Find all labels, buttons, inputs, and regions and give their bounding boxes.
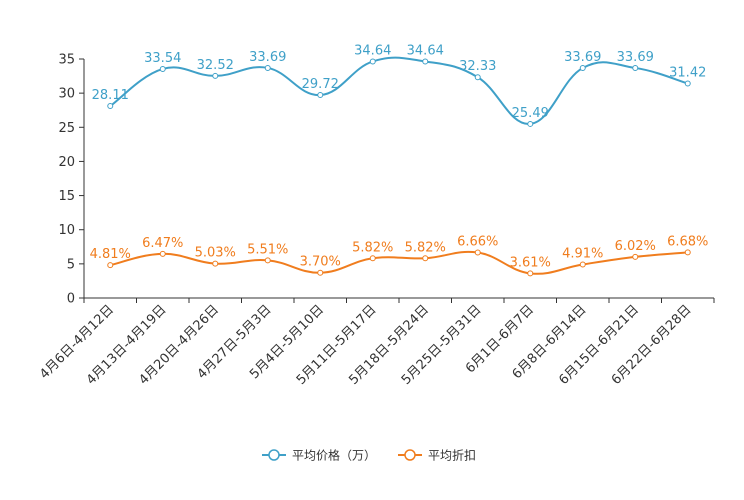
data-point[interactable] — [527, 120, 534, 127]
y-tick-label: 10 — [58, 223, 75, 238]
data-point[interactable] — [107, 103, 114, 110]
x-axis: 4月6日-4月12日4月13日-4月19日4月20日-4月26日4月27日-5月… — [37, 297, 715, 388]
legend-item-avg-price[interactable]: 平均价格（万） — [262, 448, 376, 463]
data-point[interactable] — [212, 72, 219, 79]
data-label: 33.69 — [617, 50, 654, 65]
data-point[interactable] — [422, 58, 429, 65]
data-point[interactable] — [159, 250, 166, 257]
data-point[interactable] — [159, 65, 166, 72]
data-point[interactable] — [369, 58, 376, 65]
y-tick-label: 0 — [67, 292, 75, 307]
legend-item-avg-discount[interactable]: 平均折扣 — [398, 448, 476, 463]
legend-marker-icon — [268, 449, 280, 461]
data-label: 28.11 — [92, 88, 129, 103]
data-label: 34.64 — [407, 43, 444, 58]
data-label: 3.61% — [510, 255, 551, 270]
y-tick-label: 5 — [67, 257, 75, 272]
data-label: 5.03% — [195, 246, 236, 261]
data-point[interactable] — [474, 74, 481, 81]
legend-marker-icon — [404, 449, 416, 461]
data-point[interactable] — [107, 262, 114, 269]
data-label: 3.70% — [300, 255, 341, 270]
y-tick-label: 25 — [58, 121, 75, 136]
data-point[interactable] — [264, 257, 271, 264]
data-point[interactable] — [422, 255, 429, 262]
y-tick-label: 15 — [58, 189, 75, 204]
data-label: 25.49 — [512, 106, 549, 121]
series-line — [110, 250, 688, 275]
series-avg-discount: 4.81% 6.47% 5.03% 5.51% 3.70% 5.82% 5.82% 6.66%… — [90, 234, 708, 277]
data-point[interactable] — [369, 255, 376, 262]
data-point[interactable] — [632, 253, 639, 260]
y-tick-label: 35 — [58, 53, 75, 68]
data-label: 33.69 — [564, 50, 601, 65]
data-label: 32.33 — [459, 59, 496, 74]
data-point[interactable] — [579, 261, 586, 268]
data-point[interactable] — [527, 270, 534, 277]
data-point[interactable] — [317, 269, 324, 276]
data-label: 5.51% — [247, 242, 288, 257]
data-label: 4.91% — [562, 246, 603, 261]
y-axis: 0 5 10 15 20 25 30 35 — [58, 53, 85, 307]
data-label: 32.52 — [197, 58, 234, 73]
data-point[interactable] — [684, 80, 691, 87]
y-tick-label: 30 — [58, 87, 75, 102]
y-tick-label: 20 — [58, 155, 75, 170]
legend-label: 平均折扣 — [428, 448, 476, 463]
data-label: 33.69 — [249, 50, 286, 65]
data-label: 6.66% — [457, 235, 498, 250]
data-label: 4.81% — [90, 247, 131, 262]
data-point[interactable] — [579, 64, 586, 71]
data-label: 5.82% — [352, 240, 393, 255]
series-avg-price: 28.11 33.54 32.52 33.69 29.72 34.64 34.64 32.33… — [92, 43, 706, 127]
data-point[interactable] — [474, 249, 481, 256]
series-layer: 28.11 33.54 32.52 33.69 29.72 34.64 34.64 32.33… — [90, 43, 708, 277]
data-label: 33.54 — [144, 51, 181, 66]
data-label: 6.47% — [142, 236, 183, 251]
data-label: 31.42 — [669, 65, 706, 80]
data-point[interactable] — [264, 64, 271, 71]
data-point[interactable] — [212, 260, 219, 267]
data-point[interactable] — [684, 249, 691, 256]
data-point[interactable] — [317, 92, 324, 99]
data-label: 6.02% — [615, 239, 656, 254]
data-label: 5.82% — [405, 240, 446, 255]
data-label: 29.72 — [302, 77, 339, 92]
data-label: 6.68% — [667, 234, 708, 249]
legend-label: 平均价格（万） — [292, 448, 376, 463]
data-point[interactable] — [632, 64, 639, 71]
legend[interactable]: 平均价格（万） 平均折扣 — [262, 448, 476, 463]
data-label: 34.64 — [354, 43, 391, 58]
